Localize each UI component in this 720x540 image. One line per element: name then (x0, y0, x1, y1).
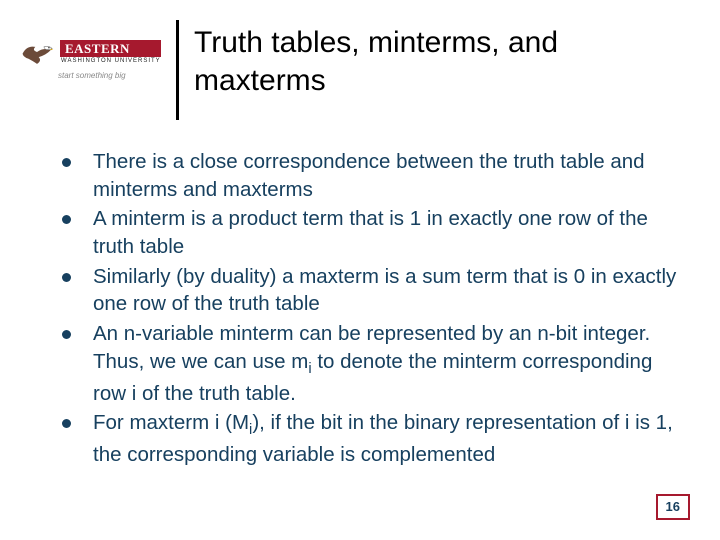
vertical-divider (176, 20, 179, 120)
header: EASTERN WASHINGTON UNIVERSITY start some… (0, 0, 720, 120)
logo-tagline: start something big (20, 66, 170, 80)
bullet-dot-icon (62, 215, 71, 224)
eagle-icon (20, 38, 54, 66)
bullet-dot-icon (62, 330, 71, 339)
bullet-dot-icon (62, 158, 71, 167)
logo-block: EASTERN WASHINGTON UNIVERSITY start some… (20, 20, 170, 80)
bullet-dot-icon (62, 273, 71, 282)
bullet-text: An n-variable minterm can be represented… (93, 320, 680, 407)
bullet-item: For maxterm i (Mi), if the bit in the bi… (62, 409, 680, 469)
logo: EASTERN WASHINGTON UNIVERSITY (20, 38, 170, 66)
page-number: 16 (666, 499, 680, 514)
logo-sub-text: WASHINGTON UNIVERSITY (60, 57, 161, 64)
bullet-list: There is a close correspondence between … (0, 120, 720, 469)
bullet-item: A minterm is a product term that is 1 in… (62, 205, 680, 260)
page-number-box: 16 (656, 494, 690, 520)
slide-title: Truth tables, minterms, and maxterms (194, 20, 634, 99)
bullet-text: For maxterm i (Mi), if the bit in the bi… (93, 409, 680, 469)
bullet-item: Similarly (by duality) a maxterm is a su… (62, 263, 680, 318)
bullet-text: A minterm is a product term that is 1 in… (93, 205, 680, 260)
logo-main-text: EASTERN (60, 40, 161, 57)
bullet-dot-icon (62, 419, 71, 428)
bullet-text: There is a close correspondence between … (93, 148, 680, 203)
logo-text: EASTERN WASHINGTON UNIVERSITY (60, 40, 161, 64)
bullet-text: Similarly (by duality) a maxterm is a su… (93, 263, 680, 318)
bullet-item: An n-variable minterm can be represented… (62, 320, 680, 407)
bullet-item: There is a close correspondence between … (62, 148, 680, 203)
